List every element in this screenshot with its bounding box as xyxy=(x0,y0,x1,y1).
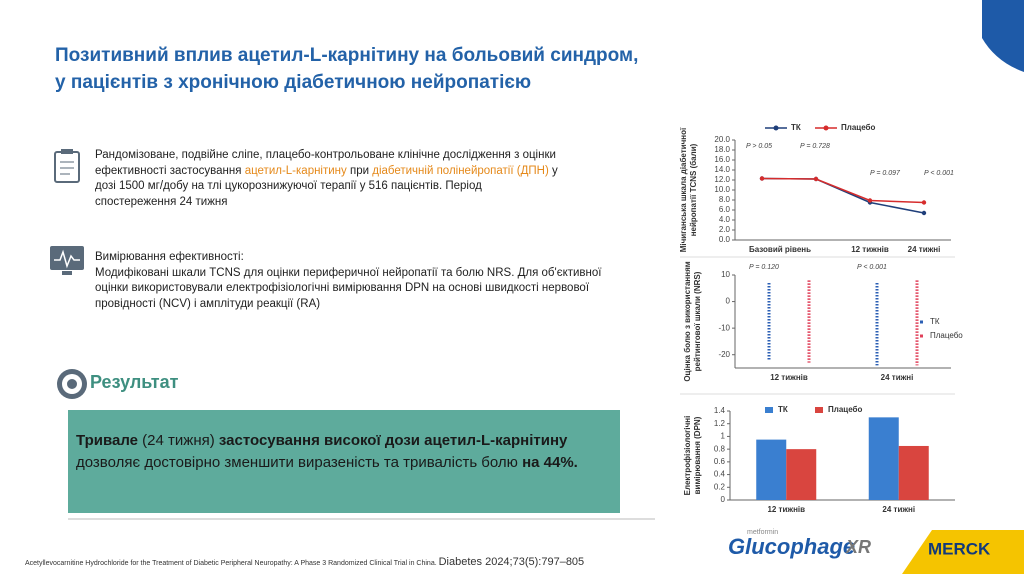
x-tick-label: 12 тижнів xyxy=(770,373,808,382)
y-tick-label: 1.2 xyxy=(714,419,726,428)
y-tick-label: 10.0 xyxy=(714,185,730,194)
title-line: у пацієнтів з хронічною діабетичною нейр… xyxy=(55,72,532,93)
y-tick-label: 6.0 xyxy=(719,205,731,214)
annotation: P < 0.001 xyxy=(924,170,954,177)
data-point xyxy=(921,200,927,205)
legend-swatch xyxy=(920,320,923,324)
y-tick-label: 0.4 xyxy=(714,470,726,479)
monitor-icon xyxy=(50,246,84,275)
annotation: P = 0.097 xyxy=(870,170,901,177)
text-part: застосування високої дози ацетил-L-карні… xyxy=(218,432,568,449)
text-part: (24 тижня) xyxy=(138,432,219,449)
annotation: P < 0.001 xyxy=(857,264,887,271)
company-logo: MERCK xyxy=(928,539,991,558)
target-icon xyxy=(57,369,87,399)
legend-label: ТК xyxy=(930,317,940,326)
logo-small: metformin xyxy=(747,529,778,536)
text-part: у дозі 1500 мг/добу на тлі цукорознижуюч… xyxy=(95,164,558,208)
legend-label: ТК xyxy=(791,123,801,132)
y-axis-label: нейропатії TCNS (бали) xyxy=(689,143,698,236)
logo-suffix: XR xyxy=(845,537,871,557)
y-tick-label: 4.0 xyxy=(719,215,731,224)
bar xyxy=(868,417,899,500)
y-tick-label: 0.6 xyxy=(714,457,726,466)
y-tick-label: 12.0 xyxy=(714,175,730,184)
y-tick-label: 0 xyxy=(726,297,731,306)
y-tick-label: 2.0 xyxy=(719,225,731,234)
text-part: ацетил-L-карнітину xyxy=(244,164,347,177)
y-axis-label: Електрофізіологічні xyxy=(683,416,692,496)
y-tick-label: -10 xyxy=(718,323,730,332)
legend-swatch xyxy=(815,407,823,413)
legend-label: Плацебо xyxy=(828,405,862,414)
data-point xyxy=(867,198,873,203)
x-tick-label: 24 тижні xyxy=(882,505,915,514)
annotation: P = 0.728 xyxy=(800,143,830,150)
measure-text: Вимірювання ефективності: Модифіковані шк… xyxy=(95,250,605,312)
x-tick-label: 12 тижнів xyxy=(851,245,889,254)
text-part: Тривале xyxy=(76,432,139,449)
title: Позитивний вплив ацетил-L-карнітину на б… xyxy=(55,42,638,96)
y-axis-label: Мічиганська шкала діабетичної xyxy=(679,127,688,252)
y-tick-label: 0.2 xyxy=(714,482,726,491)
bar xyxy=(898,445,929,500)
y-axis-label: Оцінка болю з використанням xyxy=(683,261,692,381)
legend-label: Плацебо xyxy=(930,331,963,340)
journal: Diabetes 2024;73(5):797–805 xyxy=(438,556,585,568)
title-line: Позитивний вплив ацетил-L-карнітину на б… xyxy=(55,45,639,66)
y-tick-label: 1.4 xyxy=(714,406,726,415)
clipboard-icon xyxy=(54,149,80,183)
measure-heading: Вимірювання ефективності: xyxy=(95,251,244,263)
legend-label: ТК xyxy=(778,405,788,414)
y-tick-label: -20 xyxy=(718,350,730,359)
text-part: дозволяє достовірно зменшити виразеність… xyxy=(76,454,523,471)
text-part: Рандомізоване, подвійне сліпе, плацебо-к… xyxy=(95,149,556,177)
x-tick-label: 24 тижні xyxy=(908,245,941,254)
x-tick-label: 12 тижнів xyxy=(767,505,805,514)
y-axis-label: рейтингової шкали (NRS) xyxy=(693,271,702,371)
y-tick-label: 0 xyxy=(721,495,726,504)
y-tick-label: 0.0 xyxy=(719,235,731,244)
y-tick-label: 16.0 xyxy=(714,155,730,164)
y-tick-label: 10 xyxy=(721,270,730,279)
data-point xyxy=(813,176,819,182)
legend-marker xyxy=(773,125,779,131)
legend-marker xyxy=(823,125,829,131)
y-axis-label: вимірювання (DPN) xyxy=(693,416,702,494)
measure-body: Модифіковані шкали TCNS для оцінки периф… xyxy=(95,266,602,310)
data-point xyxy=(759,176,765,181)
annotation: P > 0.05 xyxy=(746,143,772,150)
text-part: при xyxy=(346,164,373,177)
result-box: Тривале (24 тижня) застосування високої … xyxy=(68,410,620,513)
x-tick-label: Базовий рівень xyxy=(749,245,811,254)
legend-label: Плацебо xyxy=(841,123,875,132)
result-heading: Результат xyxy=(90,372,179,392)
annotation: P = 0.120 xyxy=(749,264,779,271)
citation-text: Acetyllevocarnitine Hydrochloride for th… xyxy=(25,560,437,567)
study-text: Рандомізоване, подвійне сліпе, плацебо-к… xyxy=(95,148,565,210)
bar xyxy=(786,449,817,500)
logo-name: Glucophage xyxy=(728,534,855,559)
data-point xyxy=(921,210,927,216)
legend-swatch xyxy=(765,407,773,413)
data-line xyxy=(761,177,925,204)
x-tick-label: 24 тижні xyxy=(881,373,914,382)
text-part: на 44%. xyxy=(522,454,578,471)
y-tick-label: 0.8 xyxy=(714,444,726,453)
y-tick-label: 14.0 xyxy=(714,165,730,174)
citation: Acetyllevocarnitine Hydrochloride for th… xyxy=(25,556,584,568)
yellow-band xyxy=(902,530,1024,574)
y-tick-label: 1 xyxy=(721,432,726,441)
text-part: діабетичній полінейропатії (ДПН) xyxy=(372,164,549,177)
y-tick-label: 18.0 xyxy=(714,145,730,154)
bar xyxy=(756,439,787,500)
y-tick-label: 8.0 xyxy=(719,195,731,204)
legend-swatch xyxy=(920,334,923,338)
y-tick-label: 20.0 xyxy=(714,135,730,144)
data-line xyxy=(761,177,925,214)
corner-decoration xyxy=(982,0,1024,72)
